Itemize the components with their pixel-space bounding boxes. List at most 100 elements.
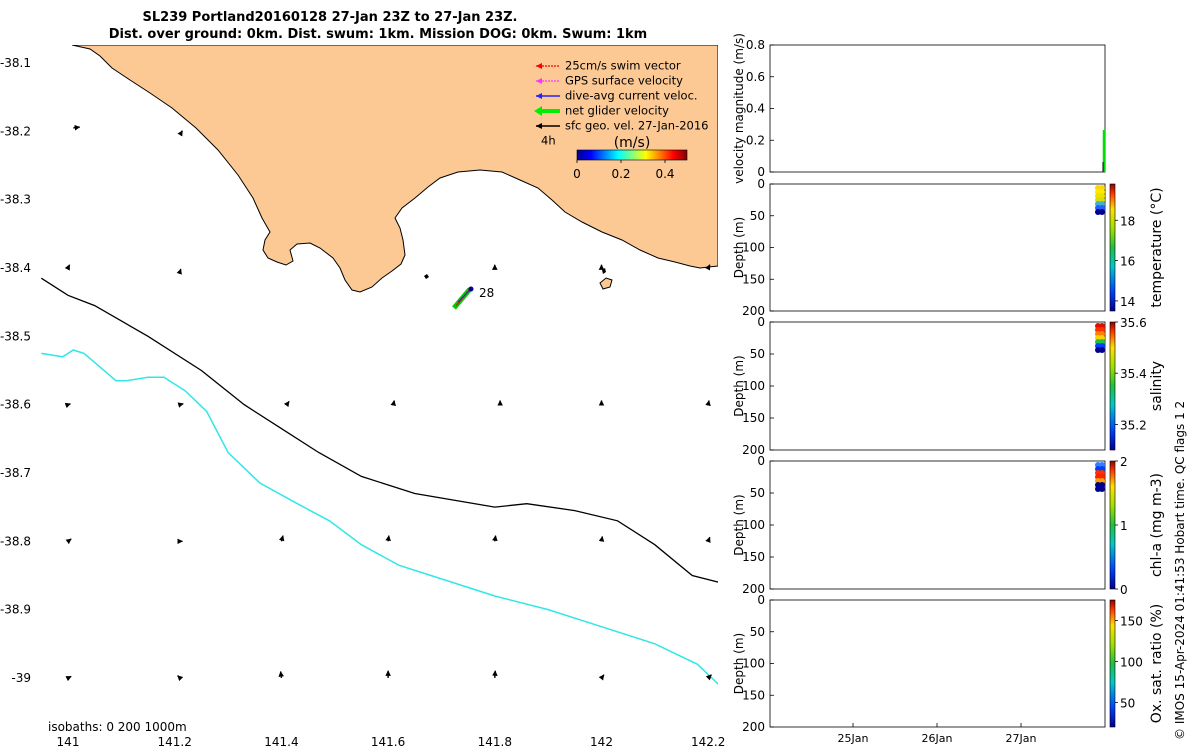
map-x-tick: 142 [590,735,613,749]
speed-colorbar-ticks: 0 0.2 0.4 [573,160,675,181]
map-legend: 25cm/s swim vector GPS surface velocity … [534,59,709,181]
colorbar-tick-label: 16 [1120,255,1135,269]
panel-frame [769,460,1106,590]
y-tick-label: 100 [742,518,765,532]
legend-time-label: 4h [541,134,556,148]
legend-net: net glider velocity [534,104,669,118]
svg-text:dive-avg current veloc.: dive-avg current veloc. [565,89,698,103]
colorbar-unit: (m/s) [614,135,651,151]
colorbar-label: salinity [1149,361,1165,411]
panel-frame [769,44,1106,173]
y-tick-label: 0 [757,593,765,607]
geo-vector-2 [64,264,71,271]
y-tick-label: 100 [742,241,765,255]
y-axis-label: Depth (m) [732,217,746,278]
island-rock [424,274,429,279]
panel-frame [769,599,1106,728]
y-tick-label: 0 [757,177,765,191]
geo-vector-18 [492,535,498,542]
colorbar-tick-label: 2 [1120,455,1128,469]
y-tick-label: 50 [750,625,765,639]
y-tick-label: 0 [757,165,765,179]
isobath-label: isobaths: 0 200 1000m [48,720,187,734]
colorbar-tick-label: 100 [1120,655,1143,669]
y-tick-label: 0 [757,454,765,468]
colorbar-tick-label: 14 [1120,295,1135,309]
title-line-2: Dist. over ground: 0km. Dist. swum: 1km.… [109,27,647,42]
chlorophyll-panel: 0 50 100 150 200 Depth (m) 0 1 2 chl-a (mg m-3) [732,454,1165,597]
geo-vector-8 [177,402,184,408]
profile-point [1095,486,1101,492]
profile-point [1095,347,1101,353]
colorbar-tick-label: 150 [1120,614,1143,628]
colorbar-tick-label: 0 [1120,583,1128,597]
map-y-tick: -39 [11,671,31,685]
map-y-tick: -38.2 [0,124,31,138]
map-y-tick: -38.1 [0,56,31,70]
geo-vector-6 [705,264,711,271]
y-tick-label: 100 [742,657,765,671]
colorbar-tick-label: 35.2 [1120,418,1147,432]
isobath-200m [40,277,718,583]
map-x-tick: 142.2 [691,735,725,749]
y-tick-label: 200 [742,304,765,318]
map-y-tick: -38.4 [0,261,31,275]
y-tick-label: 200 [742,443,765,457]
map-x-tick: 141.2 [158,735,192,749]
colorbar-label: chl-a (mg m-3) [1149,473,1165,577]
y-tick-label: 200 [742,720,765,734]
y-axis-label: Depth (m) [732,633,746,694]
isobath-1000m [41,349,718,685]
y-tick-label: 50 [750,347,765,361]
colorbar [1109,460,1116,590]
y-tick-label: 150 [742,272,765,286]
svg-text:net glider velocity: net glider velocity [565,104,669,118]
geo-vector-10 [390,400,397,407]
svg-text:GPS surface velocity: GPS surface velocity [565,74,683,88]
colorbar-tick-label: 1 [1120,519,1128,533]
colorbar-tick-label: 35.4 [1120,367,1147,381]
geo-vector-27 [705,674,712,681]
map-x-tick: 141.4 [264,735,298,749]
land-mass [71,45,718,293]
map-y-tick: -38.3 [0,193,31,207]
panel-frame [769,321,1106,451]
oxygen-panel: 0 50 100 150 200 Depth (m) 50 100 150 Ox. sat. ra… [732,593,1165,745]
y-tick-label: 0.2 [746,133,765,147]
colorbar-tick-label: 18 [1120,214,1135,228]
map-y-tick: -38.9 [0,603,31,617]
geo-vector-26 [598,674,605,681]
profile-point [1095,209,1101,215]
y-tick-label: 150 [742,411,765,425]
speed-colorbar [576,149,688,161]
map-panel: 28 141 141.2 141.4 141.6 141.8 142 142.2 -38.1… [0,45,725,749]
title-line-1: SL239 Portland20160128 27-Jan 23Z to 27-… [143,10,518,25]
colorbar-tick-label: 50 [1120,696,1135,710]
temperature-panel: 0 50 100 150 200 Depth (m) 14 16 18 temperature (… [732,177,1165,318]
y-tick-label: 150 [742,550,765,564]
y-tick-label: 0.8 [746,38,765,52]
geo-vector-22 [177,675,184,682]
colorbar [1109,183,1116,312]
geo-vector-3 [176,268,182,275]
map-y-tick: -38.5 [0,329,31,343]
legend-dive-avg: dive-avg current veloc. [536,89,698,103]
salinity-panel: 0 50 100 150 200 Depth (m) 35.2 35.4 35.6 salinit… [732,315,1165,457]
colorbar [1109,599,1116,728]
speed-colorbar-tick: 0.2 [611,167,630,181]
map-y-tick: -38.8 [0,534,31,548]
map-y-tick: -38.7 [0,466,31,480]
geo-vector-14 [65,538,72,545]
map-y-tick: -38.6 [0,398,31,412]
geo-vector-7 [64,402,71,409]
svg-text:sfc geo. vel. 27-Jan-2016: sfc geo. vel. 27-Jan-2016 [565,119,709,133]
credit-text: © IMOS 15-Apr-2024 01:41:53 Hobart time.… [1173,401,1187,740]
y-tick-label: 0 [757,315,765,329]
y-tick-label: 100 [742,379,765,393]
y-tick-label: 50 [750,486,765,500]
map-x-tick: 141 [57,735,80,749]
colorbar-tick-label: 35.6 [1120,316,1147,330]
geo-vector-20 [705,536,711,544]
